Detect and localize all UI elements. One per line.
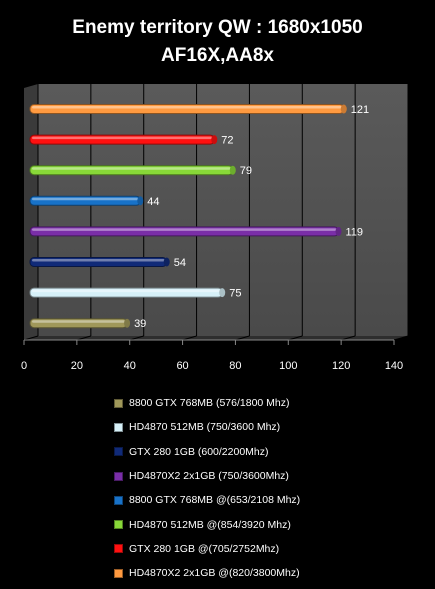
bar-cap: [211, 135, 218, 145]
legend-swatch: [114, 447, 123, 457]
x-tick-label: 140: [385, 360, 403, 372]
legend-item: 8800 GTX 768MB @(653/2108 Mhz): [114, 488, 300, 512]
bar-chart: 0 20 40 60 80 100 120 140 39 75 54 119 44 79 72 121: [21, 84, 409, 372]
legend-swatch: [114, 568, 123, 578]
bar-cap: [163, 257, 170, 267]
bar-cap: [340, 104, 347, 114]
bar-cap: [229, 165, 236, 175]
chart-title-line-1: Enemy territory QW : 1680x1050: [72, 17, 363, 38]
bar-highlight: [32, 167, 231, 170]
legend-label: HD4870X2 2x1GB (750/3600Mhz): [129, 470, 289, 483]
bar-cap: [219, 288, 226, 298]
legend-label: HD4870 512MB (750/3600 Mhz): [129, 421, 281, 434]
x-tick-label: 40: [124, 360, 136, 372]
bar-value-label: 44: [147, 196, 159, 208]
plot-back-wall: [38, 84, 408, 336]
gridline-floor: [235, 335, 250, 341]
legend-item: 8800 GTX 768MB (576/1800 Mhz): [114, 391, 300, 415]
gridline-floor: [341, 335, 356, 341]
legend-item: HD4870 512MB (750/3600 Mhz): [114, 415, 300, 439]
gridline-floor: [288, 335, 303, 341]
bar-highlight: [32, 259, 165, 262]
bar: [29, 226, 339, 237]
bar-highlight: [32, 289, 221, 293]
bar-value-label: 119: [346, 226, 364, 238]
legend-swatch: [114, 520, 123, 530]
bar-value-label: 54: [174, 257, 186, 269]
x-tick-label: 100: [279, 360, 297, 372]
bar: [29, 165, 234, 176]
bar: [29, 257, 168, 267]
legend-swatch: [114, 422, 123, 432]
gridline-floor: [76, 335, 91, 341]
bar-cap: [124, 318, 131, 328]
gridline-floor: [23, 335, 39, 341]
plot-floor: [24, 336, 408, 340]
bar: [29, 104, 345, 114]
plot-side-wall: [24, 84, 38, 340]
bar: [29, 195, 141, 206]
gridline-floor: [182, 335, 197, 341]
gridline-floor: [393, 335, 409, 341]
bar-value-label: 39: [134, 318, 146, 330]
x-tick-label: 120: [332, 360, 350, 372]
bar-cap: [335, 226, 342, 236]
x-tick-label: 60: [176, 360, 188, 372]
legend-swatch: [114, 495, 123, 505]
legend-label: GTX 280 1GB (600/2200Mhz): [129, 445, 269, 458]
bar: [29, 287, 223, 298]
legend-label: HD4870 512MB @(854/3920 Mhz): [129, 518, 291, 531]
legend-swatch: [114, 471, 123, 481]
legend-item: HD4870X2 2x1GB (750/3600Mhz): [114, 464, 300, 488]
x-tick-label: 80: [229, 360, 241, 372]
bar-highlight: [32, 228, 337, 231]
legend-item: HD4870 512MB @(854/3920 Mhz): [114, 512, 300, 536]
gridline-floor: [129, 335, 144, 341]
legend-label: HD4870X2 2x1GB @(820/3800Mhz): [129, 567, 300, 580]
bar: [29, 134, 215, 145]
chart-legend: 8800 GTX 768MB (576/1800 Mhz) HD4870 512M…: [114, 391, 300, 585]
bar-cap: [137, 196, 144, 206]
x-tick-label: 20: [71, 360, 83, 372]
bar-highlight: [32, 197, 139, 201]
bar-highlight: [32, 106, 342, 109]
legend-label: GTX 280 1GB @(705/2752Mhz): [129, 542, 280, 555]
legend-swatch: [114, 544, 123, 554]
x-tick-label: 0: [21, 360, 27, 372]
legend-label: 8800 GTX 768MB (576/1800 Mhz): [129, 397, 290, 410]
legend-item: GTX 280 1GB (600/2200Mhz): [114, 440, 300, 464]
bar-value-label: 121: [351, 104, 369, 116]
bar-value-label: 72: [221, 135, 233, 147]
bar-highlight: [32, 320, 126, 323]
legend-label: 8800 GTX 768MB @(653/2108 Mhz): [129, 494, 301, 507]
bar: [29, 318, 128, 329]
legend-swatch: [114, 398, 123, 408]
legend-item: HD4870X2 2x1GB @(820/3800Mhz): [114, 561, 300, 585]
chart-title-line-2: AF16X,AA8x: [161, 45, 274, 66]
bar-highlight: [32, 136, 213, 140]
bar-value-label: 79: [240, 165, 252, 177]
legend-item: GTX 280 1GB @(705/2752Mhz): [114, 537, 300, 561]
bar-value-label: 75: [229, 288, 241, 300]
